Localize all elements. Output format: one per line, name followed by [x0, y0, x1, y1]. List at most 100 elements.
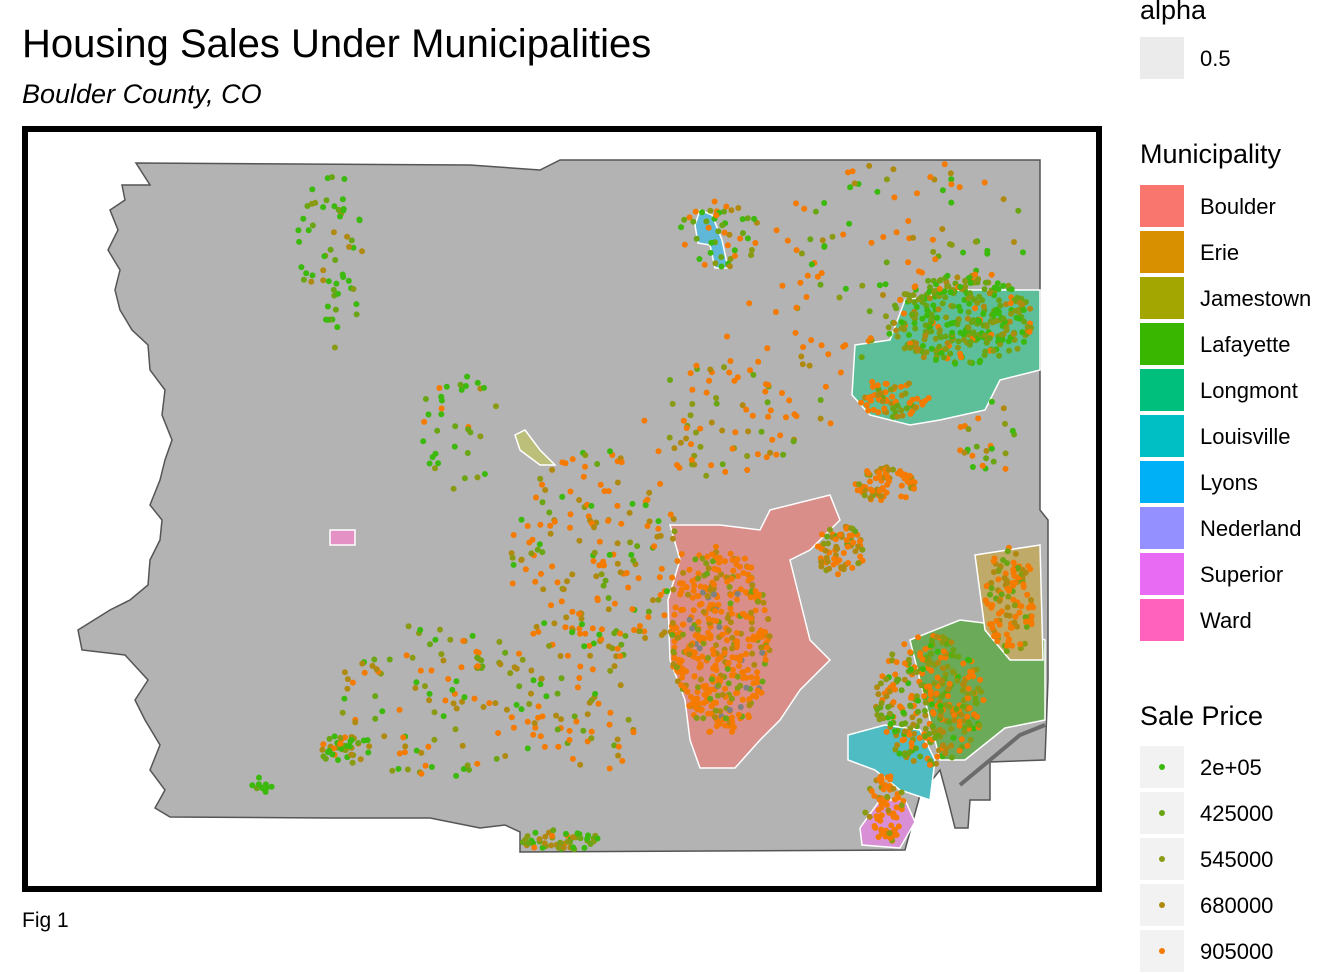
sale-point: [686, 566, 693, 573]
sale-point: [646, 518, 653, 525]
sale-point: [630, 557, 637, 564]
sale-point: [452, 423, 459, 430]
sale-point: [858, 399, 865, 406]
sale-point: [958, 736, 965, 743]
sale-point: [729, 445, 736, 452]
sale-point: [728, 575, 735, 582]
sale-point: [332, 257, 339, 263]
sale-point: [714, 656, 721, 663]
sale-point: [965, 295, 972, 302]
sale-point: [748, 626, 755, 633]
sale-point: [727, 592, 734, 599]
sale-point: [988, 445, 995, 452]
sale-point: [807, 236, 814, 243]
sale-point: [867, 335, 874, 342]
sale-point: [467, 429, 474, 436]
sale-point: [1006, 318, 1013, 325]
sale-point: [940, 354, 947, 361]
legend-price-item: 425000: [1140, 792, 1340, 836]
sale-point: [1028, 597, 1034, 603]
sale-point: [576, 610, 583, 617]
sale-point: [547, 530, 554, 537]
sale-point: [698, 706, 705, 713]
sale-point: [911, 730, 917, 737]
sale-point: [618, 459, 625, 466]
sale-point: [693, 429, 699, 436]
sale-point: [937, 712, 944, 719]
sale-point: [335, 290, 341, 297]
legend-municipality-item: Jamestown: [1140, 277, 1340, 321]
sale-point: [939, 187, 946, 194]
sale-point: [431, 709, 438, 716]
sale-point: [934, 674, 941, 681]
sale-point: [417, 667, 424, 674]
sale-point: [436, 385, 443, 391]
sale-point: [670, 516, 677, 522]
sale-point: [824, 533, 831, 540]
sale-point: [982, 279, 989, 286]
sale-point: [746, 696, 753, 702]
sale-point: [256, 774, 262, 781]
sale-point: [878, 700, 885, 707]
sale-point: [667, 511, 674, 518]
sale-point: [886, 710, 893, 717]
legend-municipality-swatch: [1140, 507, 1184, 549]
sale-point: [984, 600, 991, 607]
sale-point: [902, 494, 909, 501]
sale-point: [895, 823, 902, 830]
sale-point: [712, 662, 719, 669]
sale-point: [524, 523, 531, 529]
sale-point: [337, 734, 344, 741]
sale-point: [893, 327, 900, 334]
legend-price-label: 680000: [1200, 893, 1274, 918]
sale-point: [726, 369, 733, 376]
sale-point: [510, 532, 517, 538]
sale-point: [524, 718, 531, 725]
sale-point: [553, 712, 560, 719]
sale-point: [460, 637, 467, 644]
sale-point: [1000, 196, 1007, 203]
sale-point: [968, 669, 975, 676]
sale-point: [548, 842, 555, 849]
sale-point: [876, 282, 883, 289]
sale-point: [878, 493, 885, 500]
sale-point: [698, 600, 705, 607]
sale-point: [707, 695, 714, 702]
sale-point: [591, 549, 598, 556]
sale-point: [915, 268, 922, 275]
sale-point: [587, 652, 594, 659]
sale-point: [921, 707, 928, 714]
sale-point: [432, 465, 438, 472]
sale-point: [611, 600, 618, 607]
sale-point: [541, 840, 548, 847]
sale-point: [567, 488, 574, 495]
sale-point: [549, 832, 556, 839]
sale-point: [709, 601, 716, 608]
sale-point: [748, 615, 754, 622]
sale-point: [814, 273, 821, 280]
sale-point: [1006, 347, 1013, 354]
sale-point: [874, 188, 881, 195]
sale-point: [885, 807, 892, 814]
sale-point: [727, 600, 734, 607]
sale-point: [996, 598, 1003, 604]
sale-point: [726, 263, 733, 270]
sale-point: [824, 558, 831, 565]
sale-point: [335, 757, 341, 763]
sale-point: [879, 398, 886, 405]
sale-point: [1010, 559, 1017, 566]
sale-point: [931, 288, 938, 295]
sale-point: [779, 282, 786, 289]
sale-point: [944, 272, 951, 279]
sale-point: [533, 623, 540, 630]
sale-point: [360, 737, 367, 744]
sale-point: [262, 788, 269, 795]
sale-point: [366, 743, 373, 750]
sale-point: [686, 651, 693, 658]
sale-point: [944, 283, 951, 290]
sale-point: [695, 626, 702, 633]
sale-point: [724, 578, 731, 585]
sale-point: [537, 475, 544, 482]
sale-point: [636, 628, 643, 635]
sale-point: [983, 339, 990, 346]
